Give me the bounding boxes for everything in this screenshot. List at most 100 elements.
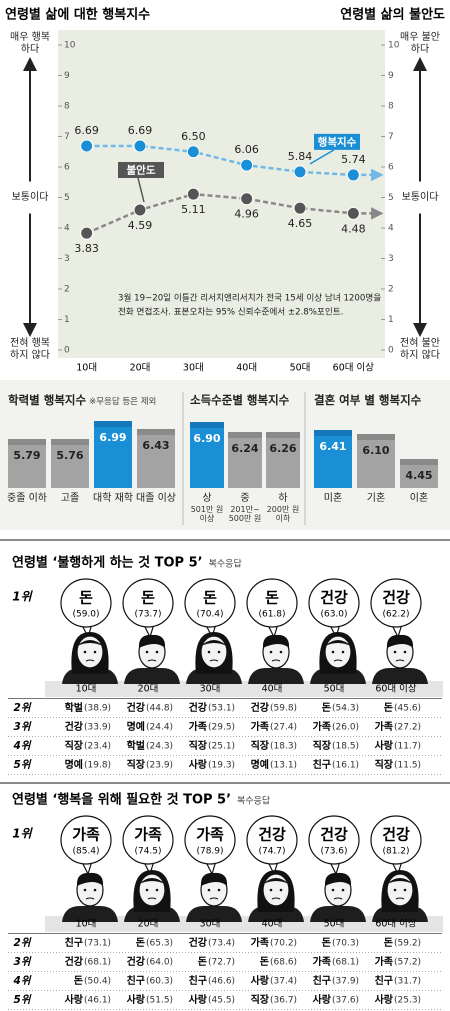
bar-value-label: 6.43: [142, 439, 170, 453]
rank-item: 돈: [322, 937, 331, 949]
rank-share: (70.3): [332, 939, 359, 949]
speech-bubble: [308, 815, 360, 865]
y-tick-label: 3: [64, 254, 70, 264]
data-point: [80, 226, 94, 240]
rank-item: 건강: [65, 955, 84, 968]
x-tick-label: 60대 이상: [333, 363, 375, 374]
y-tick-label: 8: [64, 102, 70, 112]
rank-item: 돈: [198, 956, 207, 968]
top-item: 돈: [203, 589, 217, 607]
bar-chart-title-text: 소득수준별 행복지수: [190, 393, 290, 407]
rank-item: 직장: [313, 739, 332, 752]
face-eye: [331, 650, 335, 654]
rank-item: 직장: [127, 758, 146, 771]
top-share: (78.9): [196, 847, 223, 857]
face-eye: [403, 888, 407, 892]
rank-label: 5위: [14, 759, 32, 771]
legend-label: 행복지수: [318, 135, 357, 148]
rank-item: 친구: [313, 758, 331, 771]
speech-bubble: [246, 578, 298, 628]
face-eye: [269, 888, 273, 892]
x-tick-label: 10대: [76, 363, 97, 374]
rank-share: (23.9): [146, 761, 173, 771]
rank-share: (59.2): [394, 939, 421, 949]
top-item: 건강: [320, 589, 348, 607]
face-fringe: [325, 640, 351, 646]
face-body: [62, 906, 118, 922]
rank-share: (73.4): [208, 939, 235, 949]
speech-bubble: [60, 815, 112, 865]
face-head: [262, 873, 290, 907]
rank-share: (45.5): [208, 996, 235, 1006]
rank-share: (54.3): [332, 704, 359, 714]
rank-label: 3위: [14, 956, 32, 968]
rank-item: 명예: [127, 720, 145, 733]
rank-share: (70.2): [270, 939, 297, 949]
face-hair: [386, 634, 414, 648]
bar-value-label: 6.24: [231, 442, 259, 456]
face-mouth: [271, 659, 281, 662]
rank-item: 건강: [127, 701, 146, 714]
face-eye: [93, 650, 97, 654]
rank-share: (26.0): [332, 723, 359, 733]
section-title: 연령별 ‘불행하게 하는 것 TOP 5’: [12, 555, 203, 571]
face-eye: [207, 650, 211, 654]
x-tick-label: 30대: [183, 363, 204, 374]
top-item: 가족: [134, 826, 162, 844]
data-label: 3.83: [74, 242, 99, 255]
data-label: 6.69: [74, 124, 99, 137]
data-label: 4.65: [288, 217, 313, 230]
rank-item: 직장: [65, 739, 84, 752]
rank-share: (68.1): [332, 958, 359, 968]
bar-category: 상: [202, 493, 212, 504]
rank-share: (68.1): [84, 958, 111, 968]
rank-item: 사랑: [127, 993, 146, 1006]
data-point: [346, 168, 360, 182]
face-body: [310, 906, 366, 922]
face-eye: [155, 888, 159, 892]
face-eye: [93, 888, 97, 892]
bar: 6.24: [228, 432, 262, 488]
face-mouth: [395, 659, 405, 662]
face-eye: [145, 888, 149, 892]
rank-item: 돈: [260, 956, 269, 968]
section-title: 연령별 ‘행복을 위해 필요한 것 TOP 5’: [12, 792, 231, 808]
rank-item: 학벌: [65, 701, 83, 714]
top-share: (62.2): [382, 610, 409, 620]
axis-label: 전혀 행복하지 않다: [10, 338, 50, 361]
age-label: 60대 이상: [375, 684, 417, 695]
bar-category: 중: [240, 493, 250, 504]
note: 3월 19~20일 이틀간 리서치앤리서치가 전국 15세 이상 남녀 1200…: [118, 292, 381, 304]
face-hair: [200, 872, 228, 886]
data-point: [240, 192, 254, 206]
face-eye: [217, 650, 221, 654]
face-eye: [341, 650, 345, 654]
y2-tick-label: 7: [388, 132, 394, 142]
top-share: (74.5): [134, 847, 161, 857]
bar-value-label: 6.99: [99, 431, 127, 445]
age-label: 10대: [76, 919, 97, 930]
top-item: 돈: [141, 589, 155, 607]
face-body: [186, 906, 242, 922]
face-mouth: [147, 897, 157, 900]
rank-item: 사랑: [189, 993, 208, 1006]
bar-category: 기혼: [366, 493, 386, 504]
legend-tag: [314, 133, 360, 150]
top-share: (59.0): [72, 610, 99, 620]
face-mouth: [85, 897, 95, 900]
y-tick-label: 4: [64, 224, 70, 234]
rank-share: (27.4): [270, 723, 297, 733]
bar-value-label: 5.76: [56, 449, 84, 463]
rank-share: (25.1): [208, 742, 235, 752]
top-item: 건강: [320, 826, 348, 844]
rank-label: 5위: [14, 994, 32, 1006]
age-label: 40대: [262, 684, 283, 695]
rank-share: (45.6): [394, 704, 421, 714]
bar-value-label: 6.10: [362, 444, 390, 458]
note: 전화 면접조사. 표본오차는 95% 신뢰수준에서 ±2.8%포인트.: [118, 306, 343, 318]
top-share: (74.7): [258, 847, 285, 857]
face-fringe: [263, 878, 289, 884]
rank-item: 사랑: [375, 739, 394, 752]
rank-share: (31.7): [394, 977, 421, 987]
